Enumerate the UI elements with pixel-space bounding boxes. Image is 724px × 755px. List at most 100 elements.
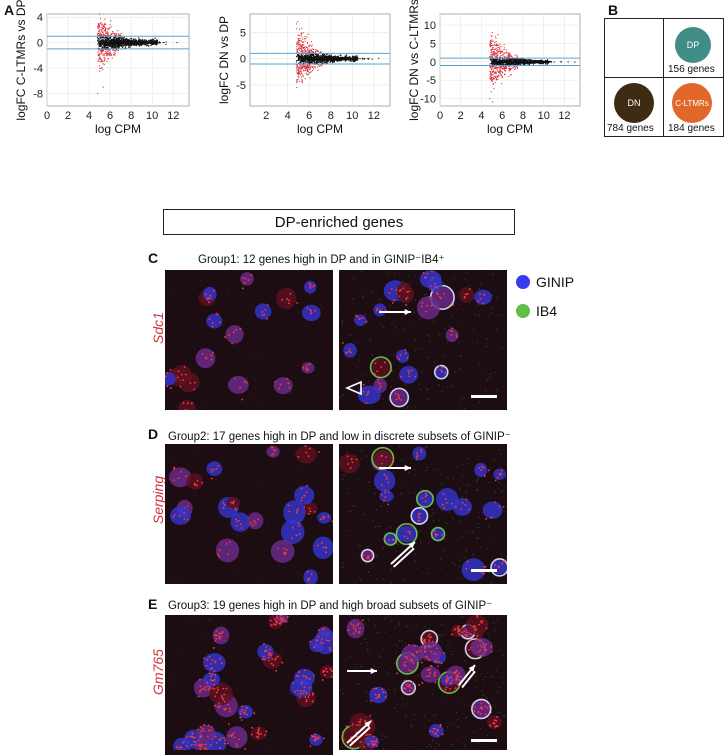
scatter-point <box>489 66 490 67</box>
background-speck <box>290 352 291 353</box>
background-speck <box>372 354 373 355</box>
background-speck <box>274 278 275 279</box>
scatter-point <box>296 28 297 29</box>
background-speck <box>422 332 423 333</box>
scatter-point <box>314 66 315 67</box>
background-speck <box>439 334 440 335</box>
scatter-point <box>104 24 105 25</box>
scatter-point <box>346 57 347 58</box>
scatter-point <box>330 61 331 62</box>
rna-dot <box>305 367 307 369</box>
scatter-point <box>101 61 102 62</box>
background-speck <box>277 373 278 374</box>
scatter-point <box>533 62 534 63</box>
scatter-point <box>331 56 332 57</box>
scatter-point <box>124 44 125 45</box>
background-speck <box>178 277 179 278</box>
scatter-point <box>129 44 130 45</box>
rna-dot <box>193 388 195 390</box>
background-speck <box>451 385 452 386</box>
background-speck <box>220 340 221 341</box>
scatter-point <box>102 69 103 70</box>
background-speck <box>365 288 366 289</box>
scatter-point <box>302 39 303 40</box>
background-speck <box>415 339 416 340</box>
scatter-point <box>128 46 129 47</box>
scatter-point <box>378 58 379 59</box>
scatter-point <box>101 31 102 32</box>
y-tick-label: -10 <box>420 94 436 106</box>
background-speck <box>413 311 414 312</box>
scatter-point <box>110 34 111 35</box>
background-speck <box>168 287 169 288</box>
scatter-point <box>304 67 305 68</box>
background-speck <box>345 294 346 295</box>
grid-divider-h <box>605 77 723 78</box>
scatter-point <box>102 54 103 55</box>
scatter-point <box>297 65 298 66</box>
scatter-point <box>345 56 346 57</box>
background-speck <box>316 374 317 375</box>
scatter-point <box>298 48 299 49</box>
background-speck <box>331 364 332 365</box>
scatter-point <box>508 54 509 55</box>
scatter-point <box>297 21 298 22</box>
rna-dot <box>211 359 213 361</box>
scatter-point <box>299 60 300 61</box>
background-speck <box>417 294 418 295</box>
scatter-point <box>300 48 301 49</box>
scatter-point <box>304 48 305 49</box>
scatter-point <box>318 60 319 61</box>
scatter-point <box>307 48 308 49</box>
scatter-point <box>106 33 107 34</box>
scatter-point <box>103 63 104 64</box>
scatter-point <box>99 29 100 30</box>
background-speck <box>273 338 274 339</box>
background-speck <box>384 341 385 342</box>
scatter-point <box>130 47 131 48</box>
scatter-point <box>306 37 307 38</box>
background-speck <box>465 408 466 409</box>
scatter-point <box>492 81 493 82</box>
background-speck <box>288 370 289 371</box>
scatter-point <box>105 37 106 38</box>
x-tick-label: 4 <box>86 110 92 122</box>
scatter-point <box>299 81 300 82</box>
scatter-point <box>106 43 107 44</box>
scatter-point <box>300 67 301 68</box>
background-speck <box>310 341 311 342</box>
rna-dot <box>423 272 425 274</box>
scatter-point <box>313 51 314 52</box>
scatter-point <box>509 59 510 60</box>
background-speck <box>215 404 216 405</box>
scatter-point <box>508 56 509 57</box>
scatter-point <box>511 56 512 57</box>
scatter-point <box>499 49 500 50</box>
scatter-point <box>136 42 137 43</box>
rna-dot <box>439 296 441 298</box>
scatter-point <box>309 45 310 46</box>
scatter-point <box>150 43 151 44</box>
scatter-point <box>496 77 497 78</box>
rna-dot <box>464 296 466 298</box>
background-speck <box>284 336 285 337</box>
dp-circle: DP <box>675 27 711 63</box>
rna-dot <box>170 387 172 389</box>
background-speck <box>247 308 248 309</box>
scatter-point <box>543 62 544 63</box>
scatter-point <box>301 40 302 41</box>
background-speck <box>184 279 185 280</box>
scatter-point <box>344 58 345 59</box>
background-speck <box>395 326 396 327</box>
background-speck <box>332 296 333 297</box>
background-speck <box>249 359 250 360</box>
background-speck <box>295 331 296 332</box>
scatter-point <box>510 54 511 55</box>
background-speck <box>496 389 497 390</box>
scatter-point <box>494 76 495 77</box>
rna-dot <box>208 301 210 303</box>
background-speck <box>408 275 409 276</box>
background-speck <box>379 348 380 349</box>
scatter-point <box>331 59 332 60</box>
background-speck <box>467 272 468 273</box>
